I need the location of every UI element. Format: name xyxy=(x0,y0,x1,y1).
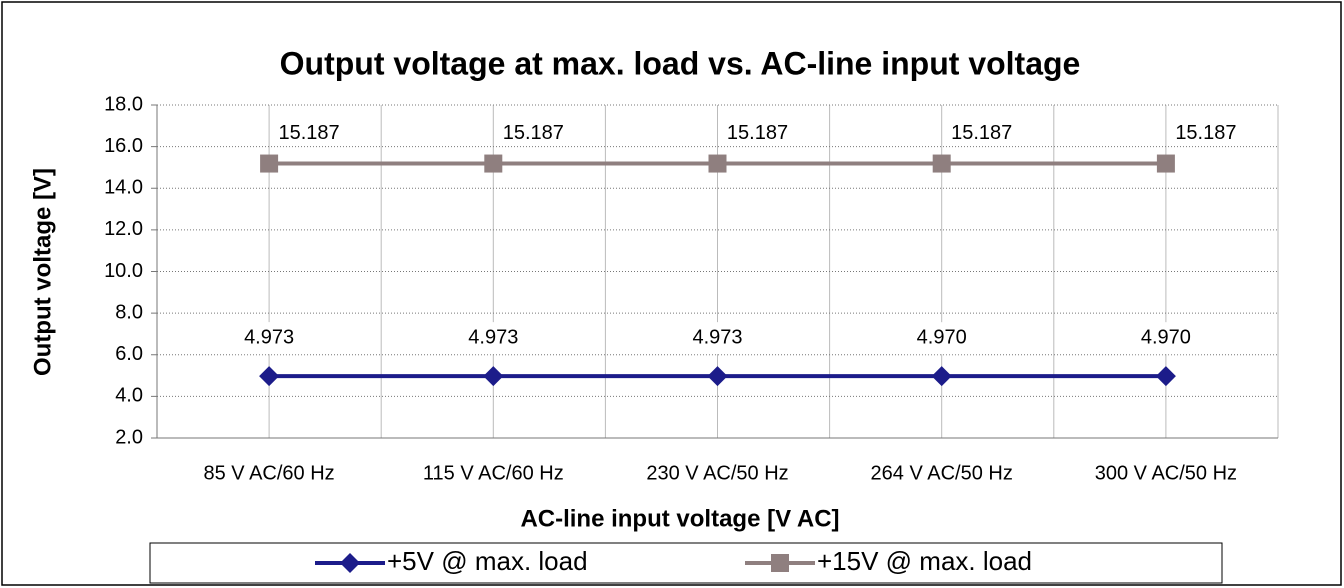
marker xyxy=(932,154,951,173)
y-tick-label: 12.0 xyxy=(104,218,143,240)
y-tick-label: 6.0 xyxy=(115,343,143,365)
marker xyxy=(707,366,728,387)
marker xyxy=(1155,366,1176,387)
data-label: 15.187 xyxy=(727,122,788,144)
x-tick-label: 230 V AC/50 Hz xyxy=(646,462,788,484)
y-tick-label: 10.0 xyxy=(104,260,143,282)
marker xyxy=(708,154,727,173)
y-tick-label: 2.0 xyxy=(115,426,143,448)
x-tick-label: 115 V AC/60 Hz xyxy=(423,462,564,484)
chart-title: Output voltage at max. load vs. AC-line … xyxy=(280,45,1081,81)
data-label: 15.187 xyxy=(1175,122,1236,144)
data-label: 4.973 xyxy=(244,326,294,348)
marker xyxy=(483,366,504,387)
y-tick-label: 4.0 xyxy=(115,385,143,407)
marker xyxy=(259,366,280,387)
y-tick-label: 18.0 xyxy=(104,93,143,115)
data-label: 15.187 xyxy=(279,122,340,144)
x-tick-label: 85 V AC/60 Hz xyxy=(204,462,335,484)
legend-marker xyxy=(340,553,360,573)
data-label-bg xyxy=(903,322,980,355)
marker xyxy=(1156,154,1175,173)
data-label-bg xyxy=(679,322,756,355)
data-label: 4.973 xyxy=(692,326,742,348)
data-label: 4.970 xyxy=(917,326,967,348)
legend-box xyxy=(149,542,1223,584)
marker xyxy=(260,154,279,173)
data-label: 15.187 xyxy=(951,122,1012,144)
data-label-bg xyxy=(1127,322,1204,355)
data-label-bg xyxy=(455,322,532,355)
y-tick-label: 16.0 xyxy=(104,135,143,157)
data-label: 4.973 xyxy=(468,326,518,348)
x-tick-label: 300 V AC/50 Hz xyxy=(1095,462,1237,484)
legend-label: +15V @ max. load xyxy=(817,546,1032,576)
x-axis-title: AC-line input voltage [V AC] xyxy=(520,505,839,532)
y-tick-label: 14.0 xyxy=(104,177,143,199)
legend-marker xyxy=(771,554,789,572)
marker xyxy=(931,366,952,387)
marker xyxy=(484,154,503,173)
y-axis-title: Output voltage [V] xyxy=(29,168,56,376)
data-label-bg xyxy=(231,322,308,355)
data-label: 15.187 xyxy=(503,122,564,144)
legend-label: +5V @ max. load xyxy=(387,546,588,576)
y-tick-label: 8.0 xyxy=(115,301,143,323)
x-tick-label: 264 V AC/50 Hz xyxy=(871,462,1013,484)
data-label: 4.970 xyxy=(1141,326,1191,348)
